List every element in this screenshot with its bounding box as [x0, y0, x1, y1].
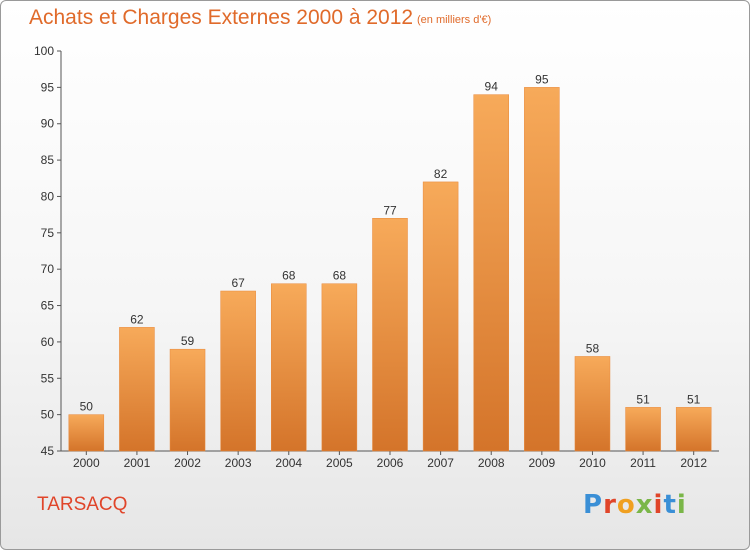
x-tick-label: 2001: [124, 456, 151, 470]
y-tick-label: 95: [41, 80, 55, 94]
x-tick-label: 2002: [174, 456, 201, 470]
bar: [220, 290, 256, 452]
y-tick-label: 90: [41, 117, 55, 131]
bar-value-label: 59: [181, 334, 195, 348]
bar: [321, 283, 358, 452]
chart-subtitle: (en milliers d'€): [417, 14, 492, 26]
bar-value-label: 67: [231, 276, 245, 290]
y-tick-label: 55: [41, 371, 55, 385]
bar-value-label: 82: [434, 167, 448, 181]
y-tick-label: 60: [41, 335, 55, 349]
x-tick-label: 2007: [427, 456, 454, 470]
bar-value-label: 58: [586, 341, 600, 355]
x-tick-label: 2012: [680, 456, 707, 470]
y-tick-label: 100: [34, 44, 54, 58]
logo-letter: x: [635, 490, 654, 520]
bar: [68, 414, 105, 452]
bar: [625, 407, 661, 452]
logo-letter: i: [676, 490, 687, 520]
bar-value-label: 50: [80, 400, 94, 414]
y-tick-label: 75: [41, 226, 55, 240]
bar: [574, 356, 611, 452]
logo-letter: P: [583, 490, 604, 520]
logo-letter: i: [653, 490, 664, 520]
bar: [422, 181, 459, 452]
proxiti-logo: Proxiti: [583, 490, 687, 520]
y-tick-label: 50: [41, 408, 55, 422]
bar-value-label: 51: [687, 392, 701, 406]
x-tick-label: 2005: [326, 456, 353, 470]
y-tick-label: 85: [41, 153, 55, 167]
bar-value-label: 77: [383, 203, 397, 217]
logo-letter: r: [603, 490, 617, 520]
bar-value-label: 68: [333, 269, 347, 283]
x-tick-label: 2004: [275, 456, 302, 470]
bar: [119, 327, 155, 452]
chart-title: Achats et Charges Externes 2000 à 2012: [29, 6, 414, 29]
bar: [271, 283, 307, 452]
y-tick-label: 80: [41, 189, 55, 203]
bar-series: 50 62 59 67 68 68 77 82 94 95 58 51 51: [68, 72, 712, 452]
bar: [372, 218, 408, 452]
bar: [473, 94, 509, 452]
logo-letter: t: [663, 490, 677, 520]
x-tick-label: 2011: [630, 456, 656, 470]
bar-value-label: 95: [535, 72, 549, 86]
bar-value-label: 62: [130, 312, 144, 326]
bar-value-label: 94: [485, 80, 499, 94]
y-tick-label: 65: [41, 299, 55, 313]
y-tick-label: 45: [41, 444, 55, 458]
x-tick-label: 2008: [478, 456, 505, 470]
bar-value-label: 51: [636, 392, 650, 406]
x-tick-label: 2009: [528, 456, 555, 470]
x-tick-label: 2006: [377, 456, 404, 470]
town-name: TARSACQ: [37, 494, 128, 515]
bar: [169, 348, 206, 452]
bar-value-label: 68: [282, 269, 296, 283]
x-tick-label: 2010: [579, 456, 606, 470]
bar: [675, 407, 712, 452]
logo-letter: o: [616, 490, 636, 520]
x-tick-label: 2000: [73, 456, 100, 470]
bar: [524, 87, 560, 452]
y-tick-label: 70: [41, 262, 55, 276]
x-tick-label: 2003: [225, 456, 252, 470]
